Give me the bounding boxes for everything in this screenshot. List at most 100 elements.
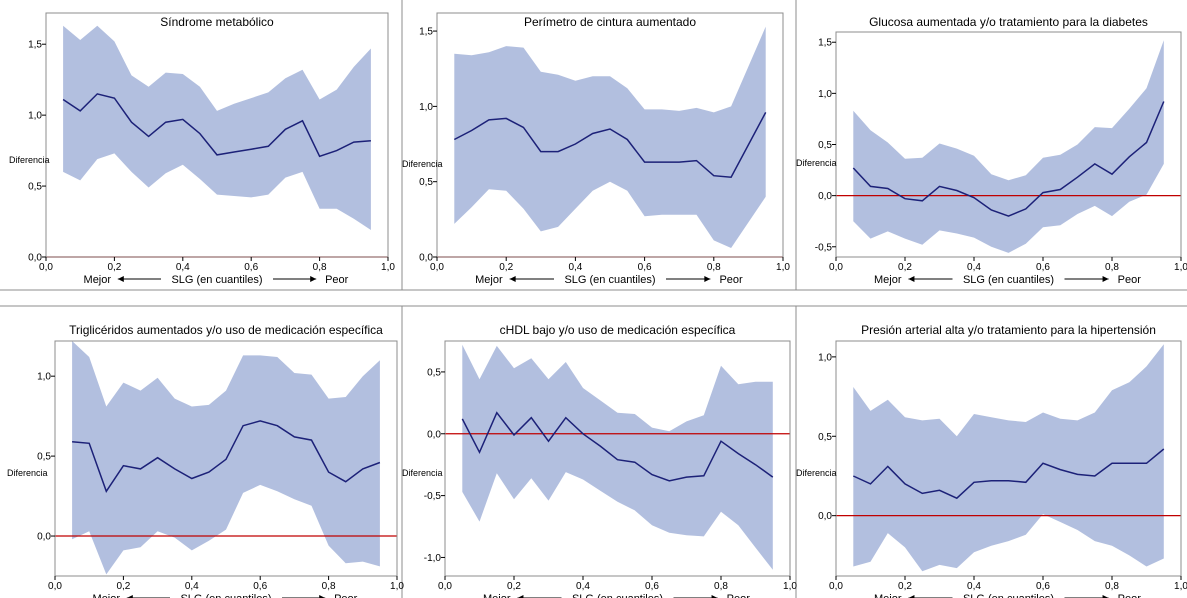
x-label-better: Mejor — [874, 593, 902, 598]
x-tick-label: 0,4 — [576, 581, 590, 592]
y-tick-label: 0,0 — [28, 253, 42, 264]
y-tick-label: 0,0 — [37, 532, 51, 543]
x-tick-label: 0,4 — [185, 581, 199, 592]
x-tick-label: 0,8 — [322, 581, 336, 592]
arrowhead-left-icon — [509, 276, 516, 282]
y-tick-label: 1,0 — [818, 352, 832, 363]
x-label-worse: Peor — [719, 274, 743, 286]
x-tick-label: 1,0 — [381, 262, 395, 273]
x-tick-label: 0,6 — [1036, 262, 1050, 273]
y-tick-label: 0,0 — [427, 429, 441, 440]
x-tick-label: 0,4 — [967, 262, 981, 273]
arrowhead-right-icon — [711, 595, 718, 598]
estimate-line — [461, 411, 774, 482]
x-label-worse: Peor — [1118, 274, 1142, 286]
arrowhead-right-icon — [1102, 276, 1109, 282]
plot-frame — [835, 340, 1182, 577]
x-tick-label: 0,6 — [1036, 581, 1050, 592]
x-tick-label: 0,4 — [176, 262, 190, 273]
x-tick-label: 0,6 — [638, 262, 652, 273]
chart-title: Perímetro de cintura aumentado — [524, 15, 696, 29]
arrowhead-right-icon — [1102, 595, 1109, 598]
chart-title: Presión arterial alta y/o tratamiento pa… — [861, 323, 1156, 337]
confidence-band — [63, 25, 371, 230]
x-tick-label: 1,0 — [390, 581, 404, 592]
x-label-worse: Peor — [1118, 593, 1142, 598]
estimate-line — [72, 420, 381, 493]
y-tick-label: 0,5 — [419, 177, 433, 188]
panel-5: cHDL bajo y/o uso de medicación específi… — [402, 323, 797, 598]
estimate-line — [852, 101, 1165, 217]
x-tick-label: 0,8 — [714, 581, 728, 592]
x-tick-label: 1,0 — [783, 581, 797, 592]
x-tick-label: 0,0 — [829, 581, 843, 592]
x-label-worse: Peor — [325, 274, 349, 286]
panel-2: Perímetro de cintura aumentado 0,0 0,5 1,0 1… — [402, 12, 790, 286]
x-label-better: Mejor — [475, 274, 503, 286]
confidence-band — [454, 26, 766, 248]
x-axis-label: SLG (en cuantiles) — [564, 274, 655, 286]
x-label-better: Mejor — [483, 593, 511, 598]
x-tick-label: 0,6 — [253, 581, 267, 592]
x-tick-label: 0,6 — [244, 262, 258, 273]
chart-title: Glucosa aumentada y/o tratamiento para l… — [869, 15, 1148, 29]
y-tick-label: 1,0 — [37, 372, 51, 383]
x-tick-label: 1,0 — [1174, 262, 1187, 273]
y-tick-label: 1,0 — [818, 89, 832, 100]
x-tick-label: 0,8 — [1105, 581, 1119, 592]
y-axis-label: Diferencia — [402, 159, 443, 169]
arrowhead-right-icon — [310, 276, 317, 282]
plot-frame — [54, 340, 398, 577]
x-label-worse: Peor — [334, 593, 358, 598]
arrowhead-left-icon — [908, 595, 915, 598]
panel-4: Triglicéridos aumentados y/o uso de medi… — [7, 323, 404, 598]
x-tick-label: 0,8 — [707, 262, 721, 273]
y-tick-label: -0,5 — [815, 242, 833, 253]
y-tick-label: 0,0 — [818, 191, 832, 202]
y-tick-label: 0,0 — [818, 511, 832, 522]
y-tick-label: -0,5 — [424, 491, 442, 502]
x-tick-label: 0,2 — [499, 262, 513, 273]
x-tick-label: 0,2 — [107, 262, 121, 273]
y-tick-label: 0,0 — [419, 253, 433, 264]
x-axis-label: SLG (en cuantiles) — [180, 593, 271, 598]
y-tick-label: 0,5 — [818, 432, 832, 443]
y-axis-label: Diferencia — [7, 468, 48, 478]
chart-title: cHDL bajo y/o uso de medicación específi… — [500, 323, 736, 337]
x-tick-label: 0,4 — [568, 262, 582, 273]
arrowhead-left-icon — [126, 595, 133, 598]
x-tick-label: 1,0 — [776, 262, 790, 273]
y-axis-label: Diferencia — [796, 158, 837, 168]
y-tick-label: 1,5 — [818, 38, 832, 49]
y-axis-label: Diferencia — [9, 155, 50, 165]
y-axis-label: Diferencia — [402, 468, 443, 478]
y-tick-label: 1,0 — [419, 102, 433, 113]
arrowhead-left-icon — [517, 595, 524, 598]
panel-3: Glucosa aumentada y/o tratamiento para l… — [796, 15, 1187, 286]
x-tick-label: 0,0 — [430, 262, 444, 273]
panel-1: Síndrome metabólico 0,0 0,5 1,0 1,5 0,0 0,2 0,4… — [9, 12, 395, 286]
x-tick-label: 0,8 — [313, 262, 327, 273]
x-axis-label: SLG (en cuantiles) — [963, 274, 1054, 286]
y-tick-label: 0,5 — [37, 452, 51, 463]
x-label-worse: Peor — [727, 593, 751, 598]
y-tick-label: 0,5 — [427, 367, 441, 378]
arrowhead-right-icon — [319, 595, 326, 598]
x-tick-label: 0,8 — [1105, 262, 1119, 273]
plot-frame — [436, 12, 784, 258]
estimate-line — [453, 112, 767, 178]
confidence-band — [853, 344, 1164, 572]
y-tick-label: -1,0 — [424, 553, 442, 564]
y-tick-label: 1,5 — [419, 27, 433, 38]
x-tick-label: 0,6 — [645, 581, 659, 592]
plot-frame — [45, 12, 389, 258]
confidence-band — [853, 40, 1164, 253]
x-tick-label: 0,2 — [507, 581, 521, 592]
x-tick-label: 0,0 — [48, 581, 62, 592]
x-axis-label: SLG (en cuantiles) — [572, 593, 663, 598]
confidence-band — [462, 344, 773, 570]
plot-frame — [444, 340, 791, 577]
x-tick-label: 0,0 — [39, 262, 53, 273]
y-tick-label: 1,0 — [28, 111, 42, 122]
